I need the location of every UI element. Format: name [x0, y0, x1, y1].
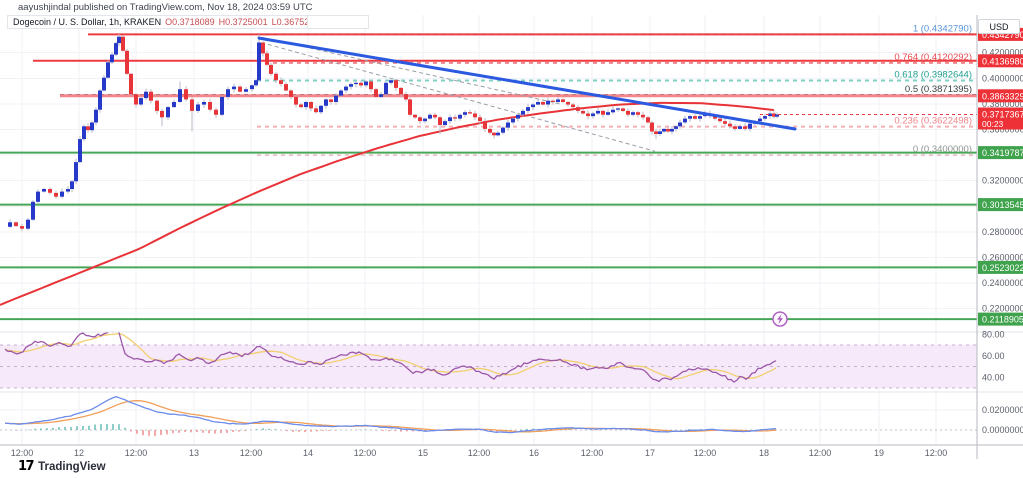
- rsi-band-fill: [0, 345, 977, 388]
- svg-text:0.3013545: 0.3013545: [982, 200, 1023, 210]
- pane-dividers[interactable]: [0, 14, 1023, 459]
- svg-text:12:00: 12:00: [581, 448, 604, 458]
- publisher-text: aayushjindal published on TradingView.co…: [18, 2, 313, 13]
- rsi-ma-line: [4, 332, 777, 380]
- price-badge: [978, 146, 1023, 160]
- price-badge: [978, 198, 1023, 212]
- svg-text:0.2600000: 0.2600000: [982, 253, 1023, 263]
- svg-text:19: 19: [874, 448, 884, 458]
- svg-text:0.4342790: 0.4342790: [982, 30, 1023, 40]
- svg-text:0.3863329: 0.3863329: [982, 91, 1023, 101]
- svg-text:80.00: 80.00: [982, 329, 1005, 339]
- svg-text:0.0000000: 0.0000000: [982, 425, 1023, 435]
- svg-text:0.236 (0.3622498): 0.236 (0.3622498): [894, 116, 972, 127]
- main-price-pane[interactable]: [0, 33, 977, 327]
- ohlc-values: O0.3718089H0.3725001L0.3675293C0.3717367…: [165, 17, 307, 27]
- symbol-title: Dogecoin / U. S. Dollar, 1h, KRAKEN: [13, 17, 162, 27]
- svg-text:13: 13: [189, 448, 199, 458]
- svg-text:0 (0.3400000): 0 (0.3400000): [913, 144, 972, 155]
- rsi-pane[interactable]: [0, 330, 977, 389]
- svg-text:12:00: 12:00: [925, 448, 948, 458]
- price-badge: [978, 260, 1023, 274]
- price-badge: [978, 107, 1023, 130]
- svg-text:0.3200000: 0.3200000: [982, 176, 1023, 186]
- svg-text:0.5 (0.3871395): 0.5 (0.3871395): [905, 84, 972, 95]
- svg-text:60.00: 60.00: [982, 351, 1005, 361]
- symbol-legend[interactable]: Dogecoin / U. S. Dollar, 1h, KRAKEN O0.3…: [7, 15, 369, 29]
- tradingview-logo-text: TradingView: [38, 460, 106, 473]
- svg-text:12:00: 12:00: [809, 448, 832, 458]
- price-axis[interactable]: 0.42000000.40000000.38000000.36000000.32…: [982, 48, 1023, 435]
- alert-lightning-icon[interactable]: [772, 311, 788, 327]
- macd-line: [4, 395, 777, 434]
- svg-text:16: 16: [529, 448, 539, 458]
- svg-text:18: 18: [759, 448, 769, 458]
- svg-text:0.764 (0.4120292): 0.764 (0.4120292): [894, 52, 972, 63]
- currency-usd-button[interactable]: USD: [978, 19, 1020, 34]
- bar-countdown: 00:23: [982, 119, 1004, 129]
- svg-text:0.2800000: 0.2800000: [982, 227, 1023, 237]
- svg-text:1 (0.4342790): 1 (0.4342790): [913, 23, 972, 34]
- tradingview-logo[interactable]: 17 TradingView: [18, 459, 106, 474]
- svg-text:0.2523022: 0.2523022: [982, 263, 1023, 273]
- svg-text:0.3419787: 0.3419787: [982, 148, 1023, 158]
- high-value: H0.3725001: [218, 17, 268, 27]
- open-value: O0.3718089: [165, 17, 215, 27]
- svg-text:17: 17: [645, 448, 655, 458]
- publisher-bar: aayushjindal published on TradingView.co…: [0, 0, 1023, 15]
- svg-text:0.3717367: 0.3717367: [982, 110, 1023, 120]
- macd-signal-line: [4, 400, 777, 433]
- svg-text:0.4000000: 0.4000000: [982, 73, 1023, 83]
- svg-text:12: 12: [74, 448, 84, 458]
- svg-text:14: 14: [303, 448, 313, 458]
- svg-text:0.2118905: 0.2118905: [982, 315, 1023, 325]
- svg-text:0.2400000: 0.2400000: [982, 278, 1023, 288]
- time-axis[interactable]: 12:00 12 12:00 13 12:00 14 12:00 15 12:00 16 12:00…: [11, 448, 948, 458]
- svg-text:15: 15: [418, 448, 428, 458]
- rsi-line: [4, 332, 777, 383]
- svg-text:0.4200000: 0.4200000: [982, 48, 1023, 58]
- low-value: L0.3675293: [271, 17, 307, 27]
- candlestick-series[interactable]: [8, 36, 779, 229]
- svg-text:40.00: 40.00: [982, 372, 1005, 382]
- svg-text:12:00: 12:00: [354, 448, 377, 458]
- price-badge: [978, 312, 1023, 326]
- horizontal-level-lines[interactable]: [0, 33, 977, 321]
- svg-text:12:00: 12:00: [11, 448, 34, 458]
- svg-text:12:00: 12:00: [240, 448, 263, 458]
- blue-downtrend-line[interactable]: [257, 36, 797, 131]
- svg-text:0.3800000: 0.3800000: [982, 99, 1023, 109]
- svg-text:0.2200000: 0.2200000: [982, 304, 1023, 314]
- fib-labels: 1 (0.4342790) 0.764 (0.4120292) 0.618 (0.3…: [894, 23, 972, 155]
- price-badge: [978, 89, 1023, 103]
- svg-text:0.4136980: 0.4136980: [982, 56, 1023, 66]
- macd-pane[interactable]: [0, 395, 977, 436]
- svg-text:12:00: 12:00: [468, 448, 491, 458]
- svg-text:0.0200000: 0.0200000: [982, 405, 1023, 415]
- tradingview-logo-icon: 17: [18, 459, 35, 474]
- svg-text:12:00: 12:00: [125, 448, 148, 458]
- price-badge: [978, 54, 1023, 68]
- svg-text:0.618 (0.3982644): 0.618 (0.3982644): [894, 70, 972, 81]
- symbol-legend-cell[interactable]: Dogecoin / U. S. Dollar, 1h, KRAKEN O0.3…: [8, 16, 308, 28]
- svg-text:12:00: 12:00: [694, 448, 717, 458]
- legend-empty-cell: [308, 16, 368, 28]
